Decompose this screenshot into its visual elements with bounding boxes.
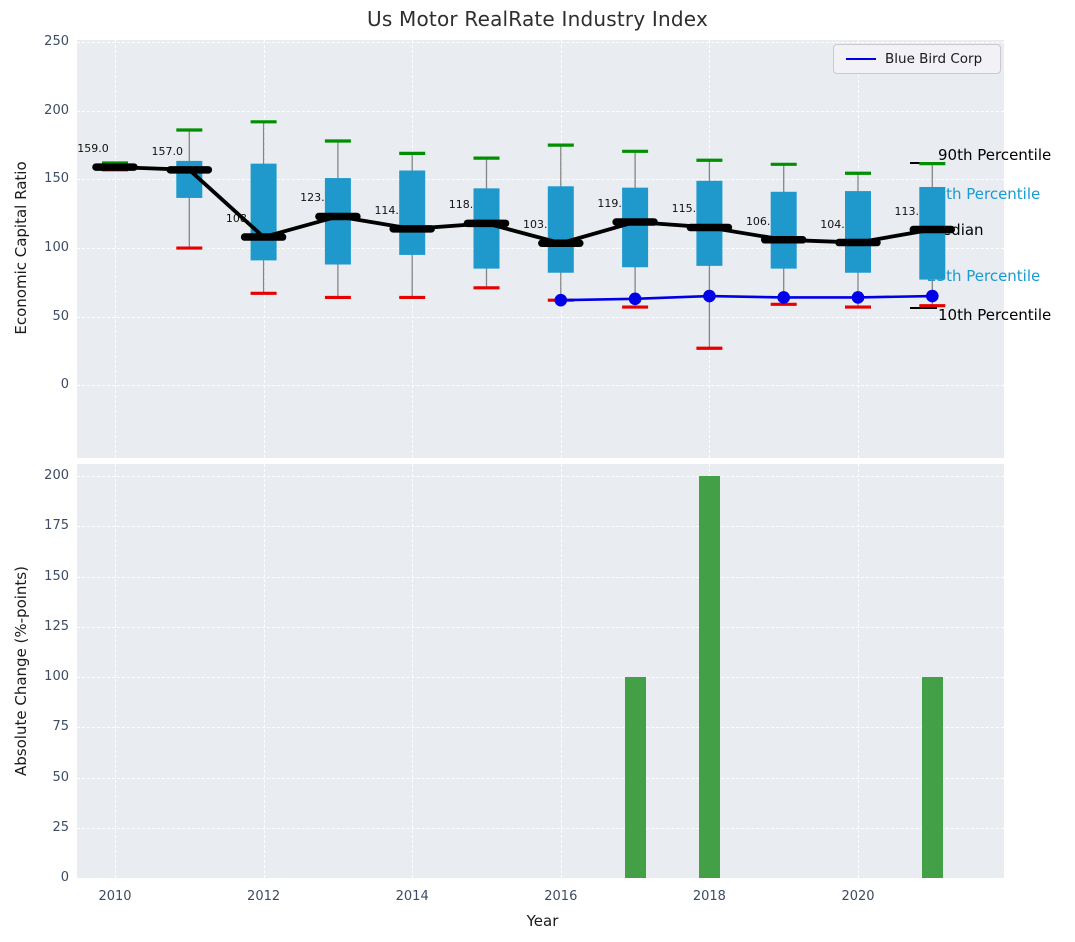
annotation-leader-line bbox=[910, 162, 937, 164]
annotation-leader-line bbox=[910, 307, 937, 309]
x-tick-label: 2014 bbox=[395, 889, 429, 904]
y-tick-label: 0 bbox=[60, 870, 69, 885]
h-gridline bbox=[77, 727, 1004, 729]
h-gridline bbox=[77, 878, 1004, 879]
annotation-75th-percentile: 75th Percentile bbox=[927, 185, 1041, 203]
y-tick-label: 50 bbox=[52, 769, 69, 785]
y-tick-label: 250 bbox=[44, 34, 69, 50]
h-gridline bbox=[77, 316, 1004, 318]
legend: Blue Bird Corp bbox=[833, 44, 1001, 74]
annotation-90th-percentile: 90th Percentile bbox=[938, 146, 1052, 164]
median-value-label: 108.0 bbox=[225, 212, 258, 226]
h-gridline bbox=[77, 827, 1004, 829]
median-value-label: 115.0 bbox=[671, 202, 704, 216]
bar bbox=[921, 677, 943, 878]
company-marker bbox=[628, 292, 642, 306]
annotation-10th-percentile: 10th Percentile bbox=[938, 306, 1052, 324]
y-tick-label: 25 bbox=[52, 819, 69, 835]
h-gridline bbox=[77, 576, 1004, 578]
x-tick-label: 2010 bbox=[98, 889, 132, 904]
v-gridline bbox=[412, 464, 414, 878]
x-tick-label: 2018 bbox=[692, 889, 726, 904]
median-value-label: 159.0 bbox=[77, 142, 109, 156]
median-value-label: 123.0 bbox=[300, 191, 332, 205]
h-gridline bbox=[77, 110, 1004, 112]
median-value-label: 113.5 bbox=[894, 204, 927, 218]
y-tick-label: 150 bbox=[44, 568, 69, 584]
bottom-axes bbox=[77, 464, 1004, 879]
y-tick-label: 200 bbox=[44, 102, 69, 118]
median-value-label: 106.0 bbox=[745, 214, 778, 228]
y-tick-label: 100 bbox=[44, 669, 69, 685]
h-gridline bbox=[77, 179, 1004, 181]
v-gridline bbox=[115, 464, 116, 878]
y-tick-label: 50 bbox=[52, 308, 69, 324]
company-series-line bbox=[560, 294, 933, 302]
bar bbox=[624, 677, 646, 878]
company-marker bbox=[777, 291, 790, 304]
median-value-label: 103.5 bbox=[523, 218, 555, 232]
x-tick-label: 2016 bbox=[544, 889, 578, 904]
v-gridline bbox=[263, 464, 265, 878]
v-gridline bbox=[858, 464, 859, 878]
annotation-25th-percentile: 25th Percentile bbox=[927, 267, 1041, 285]
h-gridline bbox=[77, 248, 1004, 250]
y-tick-label: 175 bbox=[44, 518, 69, 534]
top-axes bbox=[77, 40, 1004, 458]
median-value-label: 118.0 bbox=[448, 198, 481, 212]
x-tick-label: 2020 bbox=[841, 889, 875, 904]
median-value-label: 114.0 bbox=[374, 203, 406, 217]
h-gridline bbox=[77, 385, 1004, 387]
x-tick-label: 2012 bbox=[247, 889, 281, 904]
annotation-median: Median bbox=[929, 221, 984, 239]
y-tick-label: 200 bbox=[44, 468, 69, 484]
h-gridline bbox=[77, 42, 1004, 44]
y-tick-label: 0 bbox=[60, 377, 69, 393]
company-marker bbox=[926, 289, 939, 303]
h-gridline bbox=[77, 526, 1004, 528]
median-value-label: 157.0 bbox=[151, 144, 184, 158]
median-value-label: 119.0 bbox=[597, 196, 629, 210]
bar bbox=[698, 476, 720, 878]
y-tick-label: 125 bbox=[44, 618, 69, 634]
x-axis-label: Year bbox=[526, 912, 559, 930]
y-tick-label: 150 bbox=[44, 171, 69, 187]
iqr-box bbox=[770, 191, 797, 269]
chart-title: Us Motor RealRate Industry Index bbox=[367, 7, 708, 31]
h-gridline bbox=[77, 777, 1004, 779]
median-value-label: 104.0 bbox=[820, 217, 852, 231]
legend-label: Blue Bird Corp bbox=[885, 51, 983, 67]
h-gridline bbox=[77, 476, 1004, 478]
y-tick-label: 75 bbox=[52, 719, 69, 735]
legend-line-swatch bbox=[846, 58, 876, 60]
h-gridline bbox=[77, 677, 1004, 679]
y-tick-label: 100 bbox=[44, 240, 69, 256]
v-gridline bbox=[560, 464, 562, 878]
h-gridline bbox=[77, 626, 1004, 628]
